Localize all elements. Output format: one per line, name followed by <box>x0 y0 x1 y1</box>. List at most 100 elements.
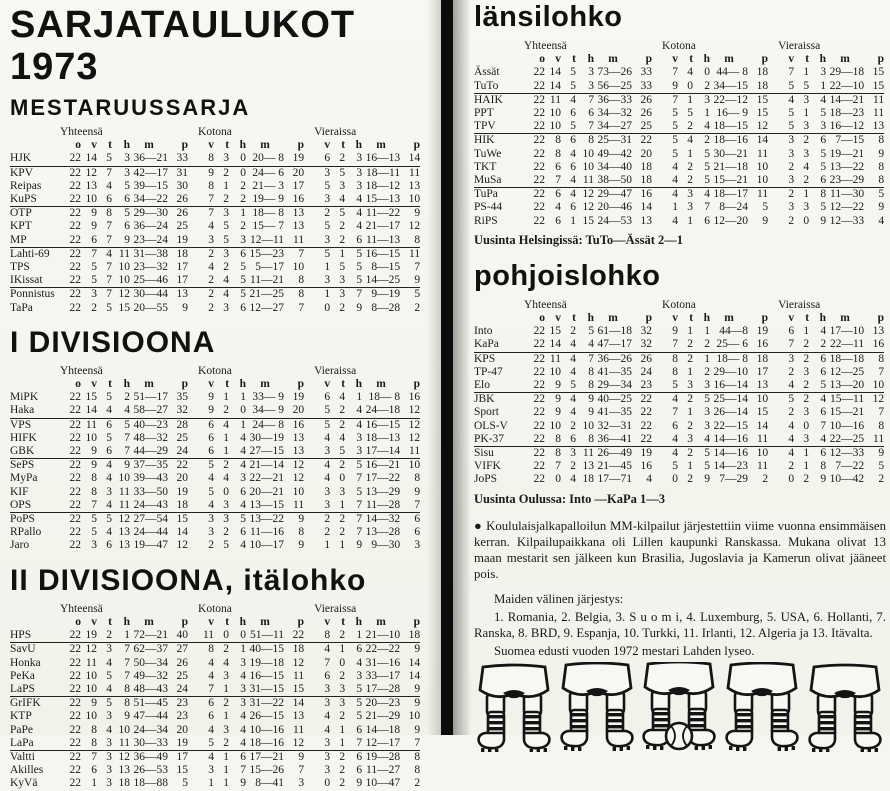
stat-cell: 9—30 <box>371 539 401 552</box>
stat-cell: 1 <box>687 214 694 227</box>
stat-cell: 10—17 <box>249 539 285 552</box>
stat-cell: 12 <box>408 404 421 417</box>
stat-cell: 22 <box>69 736 82 749</box>
stat-cell: 20— 8 <box>252 152 285 165</box>
stat-cell: 14 <box>748 133 769 148</box>
spacer-cell <box>188 139 198 152</box>
table-row: GrIFK 22 9 5 8 51—45 23 6 2 3 31—22 14 3 3 5 20—23 9 <box>10 696 421 711</box>
stat-cell: 11 <box>576 446 594 461</box>
stat-cell: 20—46 <box>597 201 633 214</box>
stat-cell: 11—30 <box>826 187 865 202</box>
stat-cell: 19 <box>176 233 189 246</box>
stat-cell: 3 <box>693 92 711 108</box>
stat-cell: 2 <box>240 193 247 206</box>
stat-cell: 5 <box>672 107 679 120</box>
stat-cell: 36—21 <box>133 152 169 165</box>
column-letter: m <box>724 53 734 66</box>
stat-cell: 20 <box>292 404 305 417</box>
stat-cell: 15—21 <box>713 174 749 187</box>
stat-cell: 9 <box>400 696 421 711</box>
stat-cell: 9 <box>284 512 305 527</box>
stat-cell: 5 <box>106 391 112 404</box>
stat-cell: 34— 9 <box>252 404 285 417</box>
stat-cell: 9 <box>208 391 215 404</box>
stat-cell: 11 <box>293 723 305 736</box>
stat-cell: 4 <box>240 736 247 749</box>
stat-cell: 28 <box>168 417 189 432</box>
stat-cell: 23 <box>168 696 189 711</box>
stat-cell: 2 <box>788 214 795 227</box>
stat-cell: 3 <box>240 682 247 695</box>
table-row: HJK 22 14 5 3 36—21 33 8 3 0 20— 8 19 6 2 3 16—13 14 <box>10 152 420 166</box>
stat-cell: 4 <box>324 472 331 485</box>
spacer-cell <box>304 126 314 139</box>
stat-cell: 13 <box>292 431 305 444</box>
stat-cell: 3 <box>214 246 230 262</box>
stat-cell: 7 <box>208 193 215 206</box>
stat-cell: 22 <box>60 206 81 221</box>
stat-cell: 12 <box>756 120 769 133</box>
stat-cell: 22 <box>69 485 82 498</box>
spacer-cell <box>652 107 662 120</box>
column-letter: v <box>208 615 215 628</box>
stat-cell: 22 <box>533 406 546 419</box>
stat-cell: 8 <box>588 379 594 392</box>
stat-cell: 21—14 <box>246 458 285 473</box>
stat-cell: 22 <box>640 432 653 445</box>
stat-cell: 6 <box>240 301 247 314</box>
column-letter: o <box>539 312 545 325</box>
spacer-cell <box>768 351 779 366</box>
stat-cell: 1 <box>704 107 711 120</box>
stat-cell: 15 <box>872 66 885 79</box>
stat-cell: 18 <box>640 160 653 173</box>
stat-cell: 48—43 <box>133 682 169 695</box>
stat-cell: 10 <box>85 193 98 206</box>
column-letter: p <box>761 53 769 66</box>
spacer-cell <box>188 165 199 180</box>
column-letter: v <box>324 139 331 152</box>
stat-cell: 22 <box>533 379 546 392</box>
stat-cell: 1 <box>687 460 694 473</box>
stat-cell: 30—44 <box>130 287 168 302</box>
stat-cell: 73—26 <box>597 66 633 79</box>
spacer-cell <box>188 657 198 670</box>
team-name: HIK <box>474 133 524 148</box>
stat-cell: 8—28 <box>371 301 401 314</box>
spacer-cell <box>188 391 198 404</box>
spacer-cell <box>304 629 314 643</box>
stat-cell: 1 <box>223 445 230 458</box>
column-letter: t <box>805 312 810 325</box>
stat-cell: 3 <box>91 539 97 552</box>
stat-cell: 8 <box>878 419 885 432</box>
stat-cell: 15 <box>549 325 562 338</box>
stat-cell: 5 <box>112 206 130 221</box>
stat-cell: 7 <box>124 656 130 669</box>
stat-cell: 25 <box>176 220 189 233</box>
stat-cell: 3 <box>356 431 363 444</box>
stat-cell: 21—18 <box>713 160 749 173</box>
stat-cell: 2 <box>223 193 230 206</box>
stat-cell: 6 <box>324 391 331 404</box>
stat-cell: 0 <box>687 79 694 92</box>
stat-cell: 10 <box>118 261 131 274</box>
stat-cell: 17—21 <box>246 749 285 765</box>
stat-cell: 4 <box>106 179 112 192</box>
stat-cell: 18—23 <box>829 107 865 120</box>
team-name: Sisu <box>474 446 524 461</box>
stat-cell: 19 <box>632 446 653 461</box>
stat-cell: 17 <box>176 274 189 287</box>
stat-cell: 22 <box>60 417 81 432</box>
stat-cell: 4 <box>339 391 346 404</box>
column-letter: m <box>144 378 154 391</box>
stat-cell: 14 <box>284 696 305 711</box>
column-letter: h <box>587 53 594 66</box>
spacer-cell <box>188 261 198 274</box>
stat-cell: 18—88 <box>133 777 169 790</box>
stat-cell: 3 <box>97 749 112 765</box>
spacer-cell <box>768 53 778 66</box>
stat-cell: 2 <box>704 79 711 92</box>
stat-cell: 8 <box>284 287 305 302</box>
stat-cell: 11 <box>409 445 421 458</box>
spacer-cell <box>768 120 778 134</box>
stat-cell: 2 <box>788 460 795 473</box>
